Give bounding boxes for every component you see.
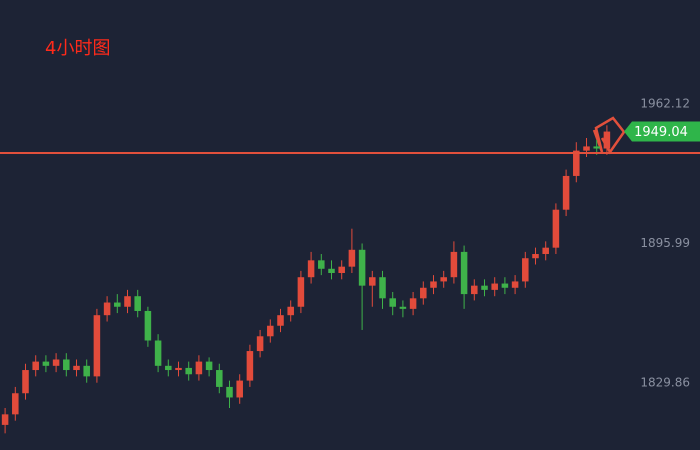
price-tag-label: 1949.04 [634,125,688,140]
candle-body [165,365,172,371]
candle-body [114,302,121,307]
candle-body [307,260,315,278]
chart-title: 4小时图 [45,38,110,59]
y-tick-label: 1829.86 [640,375,690,389]
candle-body [83,365,90,377]
candle-body [63,359,70,371]
candle-body [277,315,284,326]
candle-body [154,340,162,366]
candle-body [246,351,254,381]
candle-body [369,277,376,286]
candle-body [267,325,274,337]
y-tick-label: 1895.99 [640,236,690,250]
candle-body [358,249,366,286]
candle-body [52,359,60,366]
candle-body [562,175,570,210]
candle-body [399,306,407,309]
candle-body [511,281,519,288]
candle-body [287,306,294,316]
candle-body [297,277,305,307]
candle-body [603,131,611,149]
candle-body [185,367,192,375]
candle-body [542,247,549,255]
candle-body [552,209,560,248]
y-tick-label: 1962.12 [640,96,690,110]
candle-body [42,361,50,366]
candle-body [73,365,80,371]
candle-body [532,254,539,259]
candle-body [226,386,233,398]
candle-body [236,380,243,398]
candle-body [216,370,223,387]
candle-body [501,283,509,288]
candle-body [593,146,600,149]
candle-body [491,283,498,290]
candle-body [338,266,345,273]
candle-body [328,268,335,273]
candle-body [256,336,264,352]
candle-body [409,298,417,309]
candle-body [318,260,325,269]
candle-body [103,302,111,316]
candle-body [389,298,396,307]
candle-body [93,315,101,377]
candle-body [348,249,356,267]
candle-body [440,277,447,282]
candle-body [450,251,458,278]
candle-body [420,287,427,299]
candle-body [134,296,141,311]
candle-body [175,367,182,371]
candle-body [32,361,39,371]
candle-body [471,285,478,295]
candle-body [481,285,488,290]
price-tag [624,121,700,142]
candle-body [430,281,437,288]
candle-body [573,150,580,176]
candle-body [460,251,468,295]
candle-body [12,393,19,415]
candle-body [124,296,131,307]
candle-body [22,370,29,394]
candle-body [1,414,9,425]
candle-body [379,277,386,299]
candle-body [522,258,529,282]
candle-body [205,361,213,371]
candle-body [583,146,590,151]
candle-body [144,310,152,341]
candle-body [195,361,203,375]
